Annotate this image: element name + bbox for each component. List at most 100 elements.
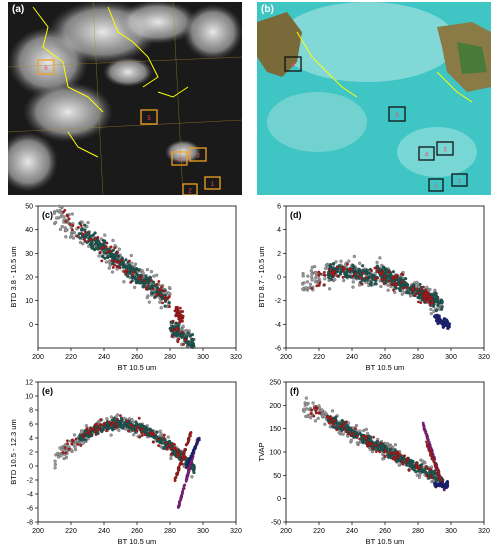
data-point [425, 285, 429, 289]
data-point [436, 297, 440, 301]
data-point [369, 280, 373, 284]
data-point [434, 467, 438, 471]
data-point [158, 291, 163, 295]
data-point [424, 465, 428, 468]
data-point [381, 446, 385, 450]
data-point [184, 478, 188, 482]
x-tick-label: 200 [280, 354, 292, 361]
data-point [428, 287, 432, 292]
panel-letter: (f) [290, 386, 299, 396]
data-point [323, 410, 327, 415]
data-point [374, 450, 378, 453]
y-tick-label: 0 [277, 496, 281, 503]
data-point [434, 463, 437, 466]
data-point [158, 300, 162, 304]
x-tick-label: 200 [32, 528, 44, 535]
data-point [376, 270, 379, 273]
data-point [52, 211, 57, 215]
data-point [140, 431, 144, 435]
data-point [309, 269, 313, 273]
x-tick-label: 300 [445, 528, 457, 535]
y-tick-label: 50 [25, 204, 33, 211]
data-point [156, 437, 160, 441]
x-tick-label: 280 [164, 354, 176, 361]
data-point [124, 258, 128, 262]
data-point [312, 414, 316, 418]
data-point [94, 242, 99, 246]
data-point [408, 464, 412, 468]
x-tick-label: 280 [412, 528, 424, 535]
data-point [66, 214, 70, 218]
data-point [415, 287, 419, 291]
data-point [188, 334, 192, 338]
data-point [78, 240, 83, 245]
data-point [424, 298, 428, 301]
data-point [74, 437, 78, 441]
data-point [402, 457, 406, 461]
grid-lines [8, 2, 242, 195]
x-tick-label: 220 [65, 354, 77, 361]
y-tick-label: -4 [27, 492, 33, 499]
data-point [444, 481, 449, 485]
data-point [335, 428, 339, 432]
data-point [313, 264, 317, 269]
data-point [174, 307, 178, 311]
data-point [192, 447, 196, 451]
data-point [190, 459, 193, 463]
y-tick-label: 150 [269, 426, 281, 433]
data-point [322, 270, 326, 274]
data-point [342, 278, 346, 283]
data-point [60, 224, 64, 229]
data-point [376, 276, 380, 280]
scatter-points [52, 204, 196, 349]
data-point [80, 433, 84, 437]
data-point [122, 280, 126, 284]
data-point [387, 279, 391, 283]
data-point [152, 287, 155, 291]
data-point [351, 280, 355, 284]
data-point [88, 242, 92, 246]
data-point [174, 476, 177, 480]
data-point [82, 435, 86, 439]
data-point [148, 275, 152, 279]
data-point [67, 447, 71, 451]
data-point [191, 345, 195, 349]
data-point [354, 427, 357, 430]
selection-box [428, 178, 444, 192]
data-point [177, 337, 181, 341]
data-point [351, 285, 355, 289]
data-point [386, 288, 390, 292]
data-point [440, 481, 444, 485]
y-tick-label: 100 [269, 450, 281, 457]
data-point [178, 306, 182, 310]
y-tick-label: -50 [271, 520, 281, 527]
data-point [305, 402, 309, 407]
data-point [402, 286, 406, 290]
data-point [149, 278, 153, 282]
data-point [332, 262, 336, 266]
data-point [121, 425, 125, 430]
data-point [167, 285, 172, 290]
data-point [187, 469, 191, 473]
y-tick-label: 250 [269, 380, 281, 387]
data-point [405, 460, 408, 464]
x-tick-label: 260 [379, 528, 391, 535]
data-point [373, 266, 377, 270]
data-point [81, 232, 84, 236]
data-point [101, 255, 105, 259]
data-point [159, 293, 163, 297]
data-point [138, 279, 142, 284]
data-point [418, 295, 422, 299]
data-point [433, 476, 437, 480]
data-point [317, 283, 321, 287]
data-point [141, 271, 145, 275]
selection-box-label: 5 [395, 113, 399, 119]
data-point [163, 298, 167, 302]
data-point [94, 427, 98, 431]
data-point [185, 442, 189, 445]
selection-box-label: 1 [211, 182, 215, 188]
data-point [383, 274, 387, 278]
data-point [310, 287, 314, 290]
data-point [306, 414, 310, 419]
data-point [150, 291, 154, 295]
